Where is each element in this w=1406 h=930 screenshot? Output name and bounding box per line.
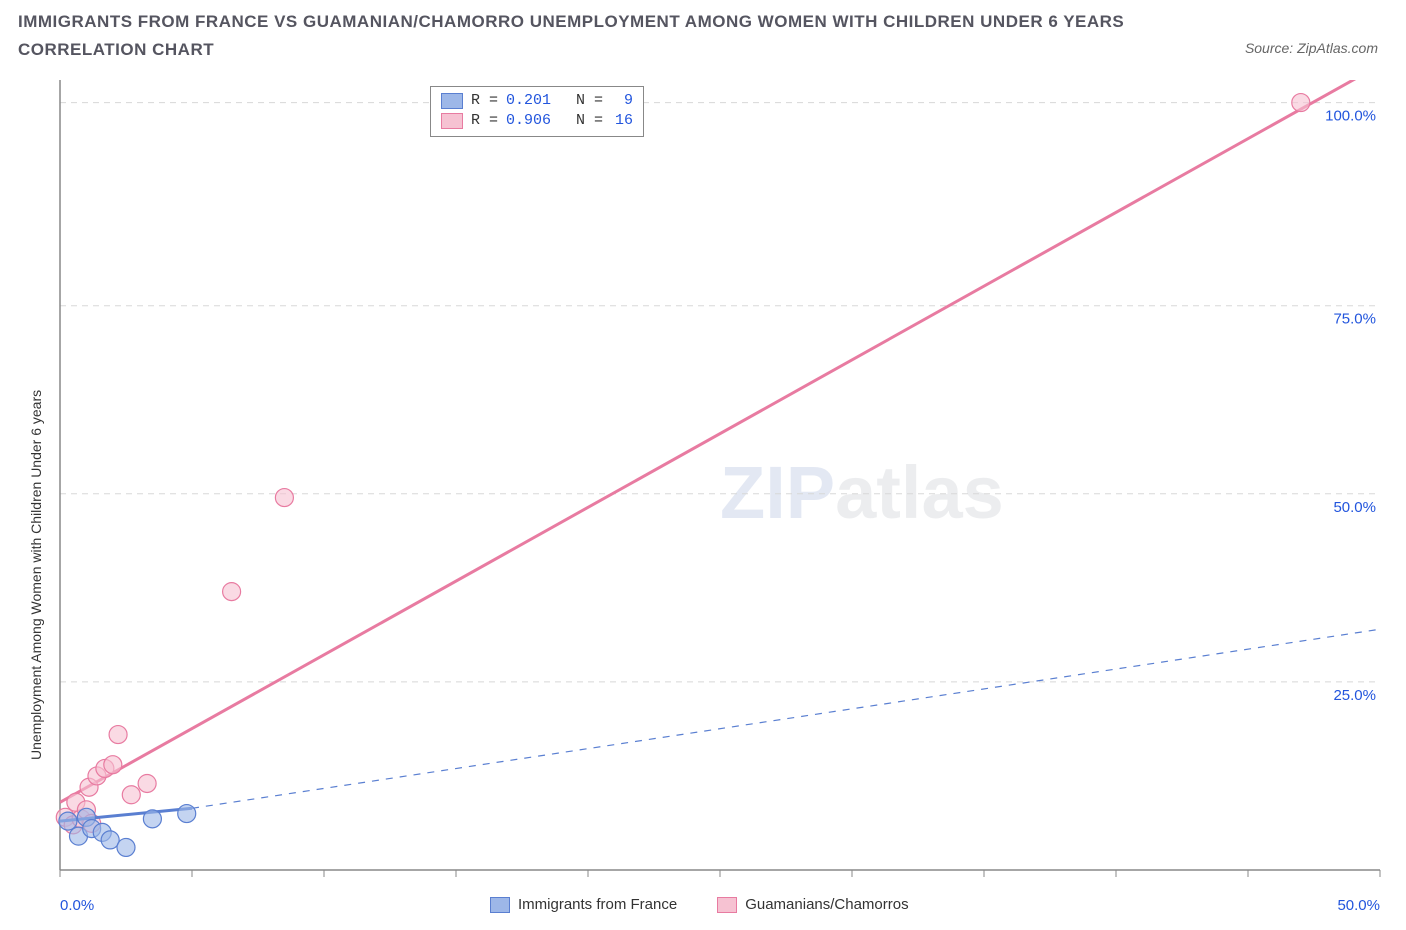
stats-n-label2: N = — [576, 111, 603, 131]
svg-text:75.0%: 75.0% — [1333, 311, 1376, 328]
legend-label-blue: Immigrants from France — [518, 896, 677, 913]
series-legend: Immigrants from France Guamanians/Chamor… — [490, 896, 909, 913]
legend-item-blue: Immigrants from France — [490, 896, 677, 913]
stats-blue-r: 0.201 — [506, 91, 551, 111]
stats-legend-row-blue: R = 0.201 N = 9 — [441, 91, 633, 111]
legend-item-pink: Guamanians/Chamorros — [717, 896, 908, 913]
stats-r-label: R = — [471, 91, 498, 111]
swatch-pink — [441, 113, 463, 129]
stats-legend: R = 0.201 N = 9 R = 0.906 N = 16 — [430, 86, 644, 137]
swatch-blue — [441, 93, 463, 109]
correlation-chart: 25.0% 50.0% 75.0% 100.0% 0.0% 50.0% — [0, 0, 1406, 930]
svg-text:50.0%: 50.0% — [1337, 897, 1380, 914]
svg-text:100.0%: 100.0% — [1325, 108, 1376, 125]
svg-text:25.0%: 25.0% — [1333, 687, 1376, 704]
svg-text:50.0%: 50.0% — [1333, 499, 1376, 516]
stats-pink-r: 0.906 — [506, 111, 551, 131]
stats-n-label: N = — [576, 91, 603, 111]
stats-legend-row-pink: R = 0.906 N = 16 — [441, 111, 633, 131]
stats-blue-n: 9 — [611, 91, 633, 111]
stats-r-label2: R = — [471, 111, 498, 131]
legend-swatch-pink — [717, 897, 737, 913]
legend-swatch-blue — [490, 897, 510, 913]
legend-label-pink: Guamanians/Chamorros — [745, 896, 908, 913]
svg-text:0.0%: 0.0% — [60, 897, 94, 914]
stats-pink-n: 16 — [611, 111, 633, 131]
